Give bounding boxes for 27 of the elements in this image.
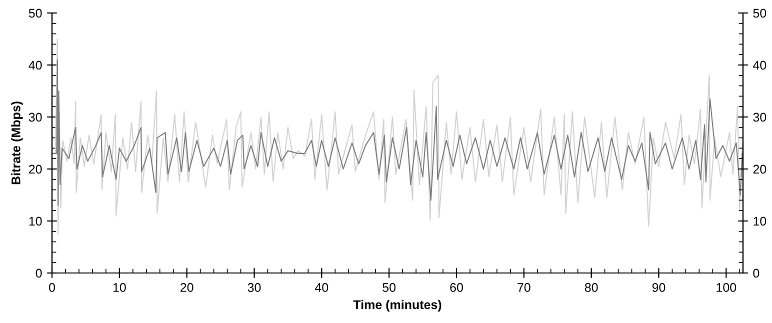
x-tick-label: 100 bbox=[716, 283, 736, 292]
y-tick-label: 40 bbox=[28, 60, 42, 70]
y-tick-label: 20 bbox=[29, 164, 42, 174]
line-series bbox=[52, 38, 743, 235]
y-tick-label: 50 bbox=[28, 8, 42, 18]
x-tick-label: 20 bbox=[180, 283, 194, 292]
y2-tick-label: 50 bbox=[753, 8, 766, 18]
x-tick-label: 10 bbox=[113, 283, 126, 292]
x-tick-label: 40 bbox=[314, 283, 328, 292]
x-tick-label: 0 bbox=[49, 283, 55, 292]
y2-tick-label: 20 bbox=[753, 164, 766, 174]
x-tick-label: 50 bbox=[382, 283, 396, 292]
x-tick-label: 90 bbox=[652, 283, 666, 292]
y2-tick-label: 40 bbox=[753, 60, 766, 70]
line-series bbox=[52, 59, 743, 206]
y-tick-label: 30 bbox=[28, 112, 42, 122]
x-tick-label: 30 bbox=[248, 283, 261, 292]
y-tick-label: 0 bbox=[36, 268, 42, 278]
x-tick-label: 70 bbox=[518, 283, 530, 292]
x-axis-title: Time (minutes) bbox=[353, 300, 442, 312]
x-tick-label: 60 bbox=[450, 283, 463, 292]
y2-tick-label: 0 bbox=[753, 268, 760, 278]
x-tick-label: 80 bbox=[584, 283, 598, 292]
y-axis-title: Bitrate (Mbps) bbox=[11, 102, 23, 184]
y2-tick-label: 30 bbox=[753, 112, 766, 122]
y-tick-label: 10 bbox=[29, 216, 42, 226]
y2-tick-label: 10 bbox=[754, 216, 766, 226]
